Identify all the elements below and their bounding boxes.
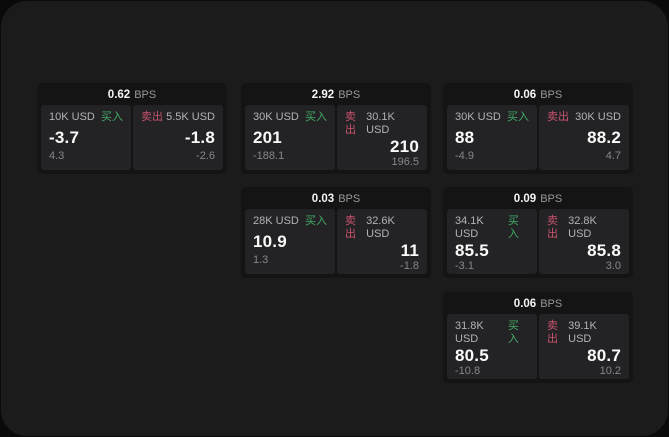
buy-side-label: 买入 — [305, 215, 327, 227]
quote-cells: 28K USD 买入 10.9 1.3 卖出 32.6K USD 11 -1.8 — [245, 209, 427, 274]
quote-cells: 31.8K USD 买入 80.5 -10.8 卖出 39.1K USD 80.… — [447, 314, 629, 379]
sell-delta: -2.6 — [196, 150, 215, 162]
card-header: 0.06 BPS — [447, 83, 629, 105]
bps-value: 0.06 — [513, 298, 537, 310]
card-header: 0.06 BPS — [447, 292, 629, 314]
quote-card-5: 0.09 BPS 34.1K USD 买入 85.5 -3.1 卖出 32.8K … — [443, 187, 633, 278]
sell-cell[interactable]: 卖出 5.5K USD -1.8 -2.6 — [133, 105, 223, 170]
sell-delta: -1.8 — [400, 260, 419, 272]
sell-delta: 4.7 — [605, 150, 621, 162]
card-header: 0.03 BPS — [245, 187, 427, 209]
buy-cell[interactable]: 30K USD 买入 201 -188.1 — [245, 105, 335, 170]
bps-value: 0.03 — [311, 193, 335, 205]
bps-unit-label: BPS — [540, 89, 563, 101]
sell-price: 88.2 — [587, 127, 621, 147]
bps-value: 0.09 — [513, 193, 537, 205]
quote-cells: 10K USD 买入 -3.7 4.3 卖出 5.5K USD -1.8 -2.… — [41, 105, 223, 170]
bps-unit-label: BPS — [338, 89, 361, 101]
buy-cell[interactable]: 34.1K USD 买入 85.5 -3.1 — [447, 209, 537, 274]
sell-price: 11 — [400, 241, 419, 260]
buy-amount: 30K USD — [455, 111, 501, 123]
buy-side-label: 买入 — [305, 111, 327, 123]
sell-amount: 5.5K USD — [166, 111, 215, 123]
sell-delta: 10.2 — [599, 365, 621, 377]
sell-price: -1.8 — [184, 127, 215, 147]
bps-value: 2.92 — [311, 89, 335, 101]
sell-cell[interactable]: 卖出 32.8K USD 85.8 3.0 — [539, 209, 629, 274]
sell-side-label: 卖出 — [345, 111, 356, 136]
buy-delta: -188.1 — [253, 150, 285, 162]
buy-cell[interactable]: 28K USD 买入 10.9 1.3 — [245, 209, 335, 274]
sell-price: 85.8 — [587, 241, 621, 260]
sell-cell[interactable]: 卖出 30.1K USD 210 196.5 — [337, 105, 427, 170]
buy-cell[interactable]: 30K USD 买入 88 -4.9 — [447, 105, 537, 170]
sell-amount: 30.1K USD — [366, 111, 395, 136]
buy-cell[interactable]: 10K USD 买入 -3.7 4.3 — [41, 105, 131, 170]
buy-delta: -4.9 — [455, 150, 474, 162]
quote-cells: 34.1K USD 买入 85.5 -3.1 卖出 32.8K USD 85.8… — [447, 209, 629, 274]
buy-cell[interactable]: 31.8K USD 买入 80.5 -10.8 — [447, 314, 537, 379]
sell-cell[interactable]: 卖出 30K USD 88.2 4.7 — [539, 105, 629, 170]
buy-price: 10.9 — [253, 231, 287, 251]
bps-unit-label: BPS — [540, 298, 563, 310]
quote-cells: 30K USD 买入 201 -188.1 卖出 30.1K USD 210 1… — [245, 105, 427, 170]
sell-side-label: 卖出 — [547, 111, 569, 123]
buy-price: -3.7 — [49, 127, 80, 147]
sell-amount: 30K USD — [575, 111, 621, 123]
bps-value: 0.06 — [513, 89, 537, 101]
quote-cells: 30K USD 买入 88 -4.9 卖出 30K USD 88.2 4.7 — [447, 105, 629, 170]
sell-side-label: 卖出 — [547, 320, 558, 345]
buy-side-label: 买入 — [507, 111, 529, 123]
bps-value: 0.62 — [107, 89, 131, 101]
sell-amount: 39.1K USD — [568, 320, 597, 345]
buy-side-label: 买入 — [507, 320, 519, 345]
buy-amount: 10K USD — [49, 111, 95, 123]
sell-amount: 32.8K USD — [568, 215, 597, 240]
sell-side-label: 卖出 — [547, 215, 558, 240]
buy-delta: 1.3 — [253, 254, 269, 266]
buy-delta: -10.8 — [455, 365, 481, 377]
card-header: 2.92 BPS — [245, 83, 427, 105]
sell-price: 80.7 — [587, 346, 621, 365]
buy-side-label: 买入 — [507, 215, 519, 240]
buy-delta: -3.1 — [455, 260, 474, 272]
sell-cell[interactable]: 卖出 39.1K USD 80.7 10.2 — [539, 314, 629, 379]
buy-amount: 31.8K USD — [455, 320, 484, 345]
buy-price: 201 — [253, 127, 282, 147]
buy-amount: 30K USD — [253, 111, 299, 123]
sell-amount: 32.6K USD — [366, 215, 395, 240]
buy-side-label: 买入 — [101, 111, 123, 123]
buy-price: 85.5 — [455, 241, 489, 260]
bps-unit-label: BPS — [134, 89, 157, 101]
buy-amount: 28K USD — [253, 215, 299, 227]
sell-side-label: 卖出 — [345, 215, 356, 240]
card-header: 0.62 BPS — [41, 83, 223, 105]
sell-side-label: 卖出 — [141, 111, 163, 123]
quote-card-4: 0.03 BPS 28K USD 买入 10.9 1.3 卖出 32.6K USD… — [241, 187, 431, 278]
buy-price: 80.5 — [455, 346, 489, 365]
quote-card-2: 2.92 BPS 30K USD 买入 201 -188.1 卖出 30.1K U… — [241, 83, 431, 174]
card-header: 0.09 BPS — [447, 187, 629, 209]
buy-price: 88 — [455, 127, 475, 147]
sell-delta: 3.0 — [605, 260, 621, 272]
quote-card-3: 0.06 BPS 30K USD 买入 88 -4.9 卖出 30K USD 88… — [443, 83, 633, 174]
sell-price: 210 — [390, 137, 419, 156]
buy-delta: 4.3 — [49, 150, 65, 162]
bps-unit-label: BPS — [540, 193, 563, 205]
bps-unit-label: BPS — [338, 193, 361, 205]
quote-card-6: 0.06 BPS 31.8K USD 买入 80.5 -10.8 卖出 39.1K… — [443, 292, 633, 383]
quote-card-1: 0.62 BPS 10K USD 买入 -3.7 4.3 卖出 5.5K USD … — [37, 83, 227, 174]
buy-amount: 34.1K USD — [455, 215, 484, 240]
sell-cell[interactable]: 卖出 32.6K USD 11 -1.8 — [337, 209, 427, 274]
sell-delta: 196.5 — [391, 156, 419, 168]
